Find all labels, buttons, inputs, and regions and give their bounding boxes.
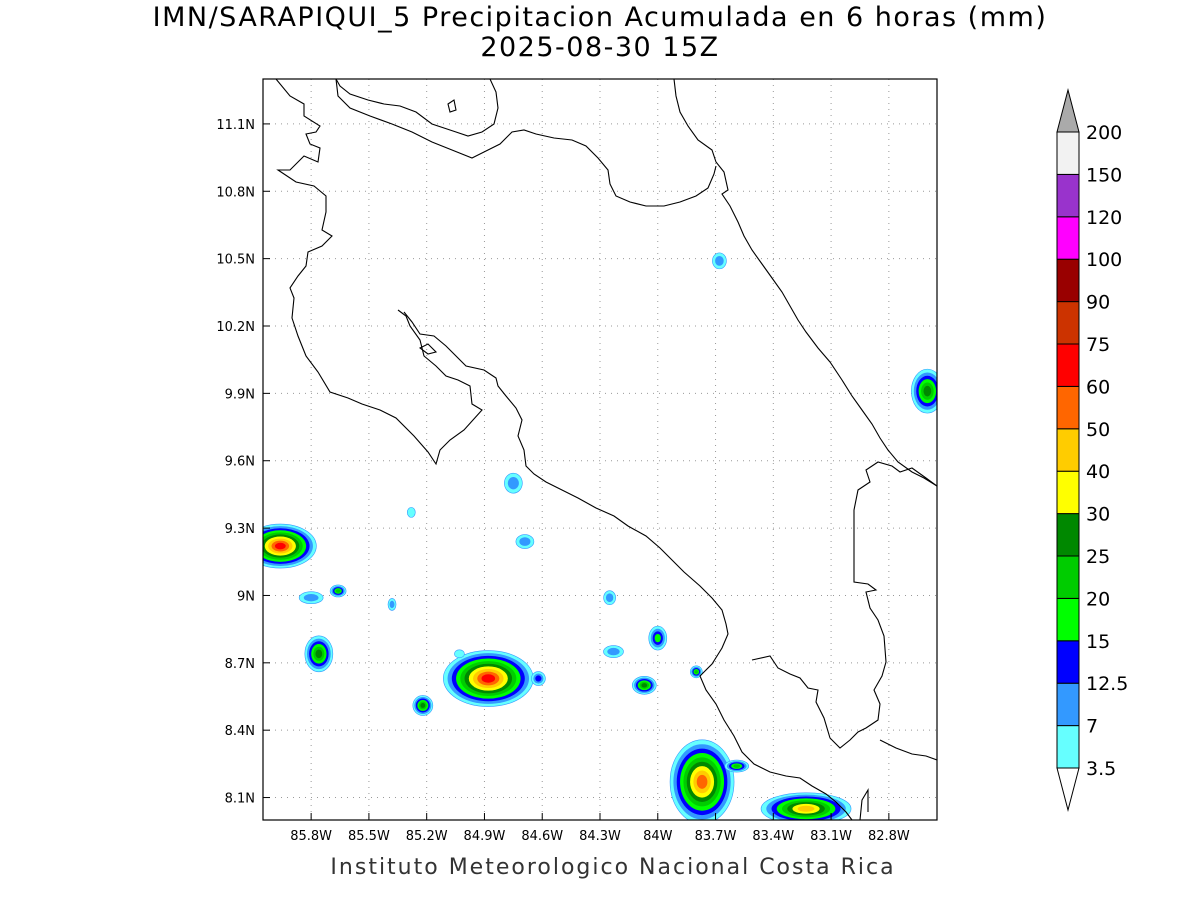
coastline-panama-edge xyxy=(859,788,869,820)
nicaragua-lake-shore xyxy=(335,79,717,207)
colorbar-label: 40 xyxy=(1086,461,1110,483)
map-plot-area xyxy=(263,79,937,820)
lon-tick-label: 85.5W xyxy=(348,829,390,844)
lat-tick-label: 8.4N xyxy=(225,724,255,739)
colorbar-label: 50 xyxy=(1086,419,1110,441)
colorbar-over-arrow xyxy=(1056,88,1080,133)
colorbar-label: 120 xyxy=(1086,207,1122,229)
colorbar-swatch xyxy=(1056,428,1080,472)
lon-tick-label: 83.4W xyxy=(752,829,794,844)
precip-contour xyxy=(507,477,519,490)
lon-tick-label: 84.6W xyxy=(521,829,563,844)
colorbar-label: 150 xyxy=(1086,164,1122,186)
colorbar-swatch xyxy=(1056,513,1080,557)
axis-ticks: 85.8W 85.5W 85.2W 84.9W 84.6W 84.3W 84W 83.7W 83… xyxy=(216,118,910,844)
colorbar-label: 200 xyxy=(1086,122,1122,144)
graticule xyxy=(263,79,937,820)
coastline-caribbean xyxy=(673,79,937,487)
colorbar-swatch xyxy=(1056,258,1080,303)
coastline-osa xyxy=(751,461,937,749)
precip-contour xyxy=(696,774,708,789)
map-valid-time: 2025-08-30 15Z xyxy=(480,32,720,63)
lon-tick-label: 82.8W xyxy=(868,829,910,844)
island-chira xyxy=(418,343,438,355)
colorbar-label: 60 xyxy=(1086,376,1110,398)
precip-contour xyxy=(715,255,724,266)
precip-contour xyxy=(641,683,648,688)
precip-contour xyxy=(315,649,323,659)
lat-tick-label: 9N xyxy=(237,589,255,604)
colorbar: 3.5 7 12.5 15 20 25 30 40 50 60 75 90 100 120 150 200 xyxy=(1056,88,1128,812)
precip-contour xyxy=(420,703,426,708)
lat-tick-label: 9.3N xyxy=(225,522,255,537)
precip-contour xyxy=(406,507,416,518)
colorbar-label: 75 xyxy=(1086,334,1110,356)
coastline-burica xyxy=(879,739,937,761)
lat-tick-label: 9.9N xyxy=(225,387,255,402)
colorbar-label: 25 xyxy=(1086,546,1110,568)
colorbar-label: 20 xyxy=(1086,588,1110,610)
colorbar-label: 7 xyxy=(1086,716,1098,738)
lon-tick-label: 84.3W xyxy=(579,829,621,844)
precip-contour xyxy=(654,633,661,643)
precip-contour xyxy=(535,675,542,682)
coastline xyxy=(275,79,937,820)
colorbar-swatch xyxy=(1056,216,1080,260)
colorbar-swatch xyxy=(1056,343,1080,387)
precip-contour xyxy=(481,674,496,683)
colorbar-label: 12.5 xyxy=(1086,673,1128,695)
lon-tick-label: 83.7W xyxy=(695,829,737,844)
lon-tick-label: 85.2W xyxy=(406,829,448,844)
colorbar-swatch xyxy=(1056,173,1080,218)
colorbar-label: 30 xyxy=(1086,504,1110,526)
lat-tick-label: 9.6N xyxy=(225,455,255,470)
colorbar-swatch xyxy=(1056,301,1080,345)
precip-field xyxy=(263,252,937,820)
lon-tick-label: 83.1W xyxy=(810,829,852,844)
lat-tick-label: 10.8N xyxy=(216,185,255,200)
lat-tick-label: 11.1N xyxy=(216,118,255,133)
precip-contour xyxy=(607,647,620,656)
lat-tick-label: 10.5N xyxy=(216,253,255,268)
lon-tick-label: 84W xyxy=(643,829,673,844)
colorbar-swatch xyxy=(1056,131,1080,175)
coastline-north xyxy=(275,79,483,466)
colorbar-label: 15 xyxy=(1086,631,1110,653)
precip-contour xyxy=(797,805,815,812)
colorbar-label: 90 xyxy=(1086,292,1110,314)
colorbar-swatch xyxy=(1056,725,1080,769)
coastline-nicoya-gulf xyxy=(403,311,853,820)
precip-contour xyxy=(303,594,319,602)
colorbar-swatch xyxy=(1056,470,1080,515)
colorbar-under-arrow xyxy=(1056,767,1080,812)
island-small xyxy=(447,99,457,113)
precip-contour xyxy=(274,542,286,550)
precip-contour xyxy=(923,385,932,397)
precip-contour xyxy=(605,593,614,603)
precip-contour xyxy=(519,537,531,546)
colorbar-swatch xyxy=(1056,682,1080,727)
precip-contour xyxy=(694,670,698,674)
footer-credit: Instituto Meteorologico Nacional Costa R… xyxy=(330,855,896,880)
lon-tick-label: 84.9W xyxy=(464,829,506,844)
colorbar-swatch xyxy=(1056,597,1080,642)
precip-contour xyxy=(335,589,341,593)
lat-tick-label: 8.7N xyxy=(225,657,255,672)
nicaragua-coast-north xyxy=(335,79,499,137)
precip-contour xyxy=(389,600,395,609)
colorbar-swatch xyxy=(1056,385,1080,430)
precip-contour xyxy=(733,764,741,768)
colorbar-label: 3.5 xyxy=(1086,758,1116,780)
colorbar-swatch xyxy=(1056,640,1080,684)
lat-tick-label: 10.2N xyxy=(216,320,255,335)
colorbar-swatch xyxy=(1056,555,1080,599)
map-title: IMN/SARAPIQUI_5 Precipitacion Acumulada … xyxy=(152,2,1048,33)
colorbar-label: 100 xyxy=(1086,249,1122,271)
precip-contour xyxy=(454,649,465,659)
lat-tick-label: 8.1N xyxy=(225,792,255,807)
lon-tick-label: 85.8W xyxy=(290,829,332,844)
